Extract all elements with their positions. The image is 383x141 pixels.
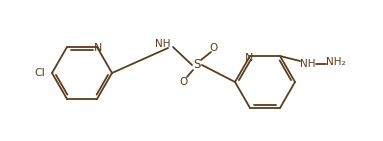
- Text: NH₂: NH₂: [326, 57, 346, 67]
- Text: O: O: [179, 77, 187, 87]
- Text: Cl: Cl: [34, 68, 46, 78]
- Text: N: N: [94, 43, 102, 53]
- Text: O: O: [209, 43, 217, 53]
- Text: NH: NH: [300, 59, 316, 69]
- Text: N: N: [245, 53, 253, 63]
- Text: NH: NH: [155, 39, 171, 49]
- Text: S: S: [193, 59, 201, 71]
